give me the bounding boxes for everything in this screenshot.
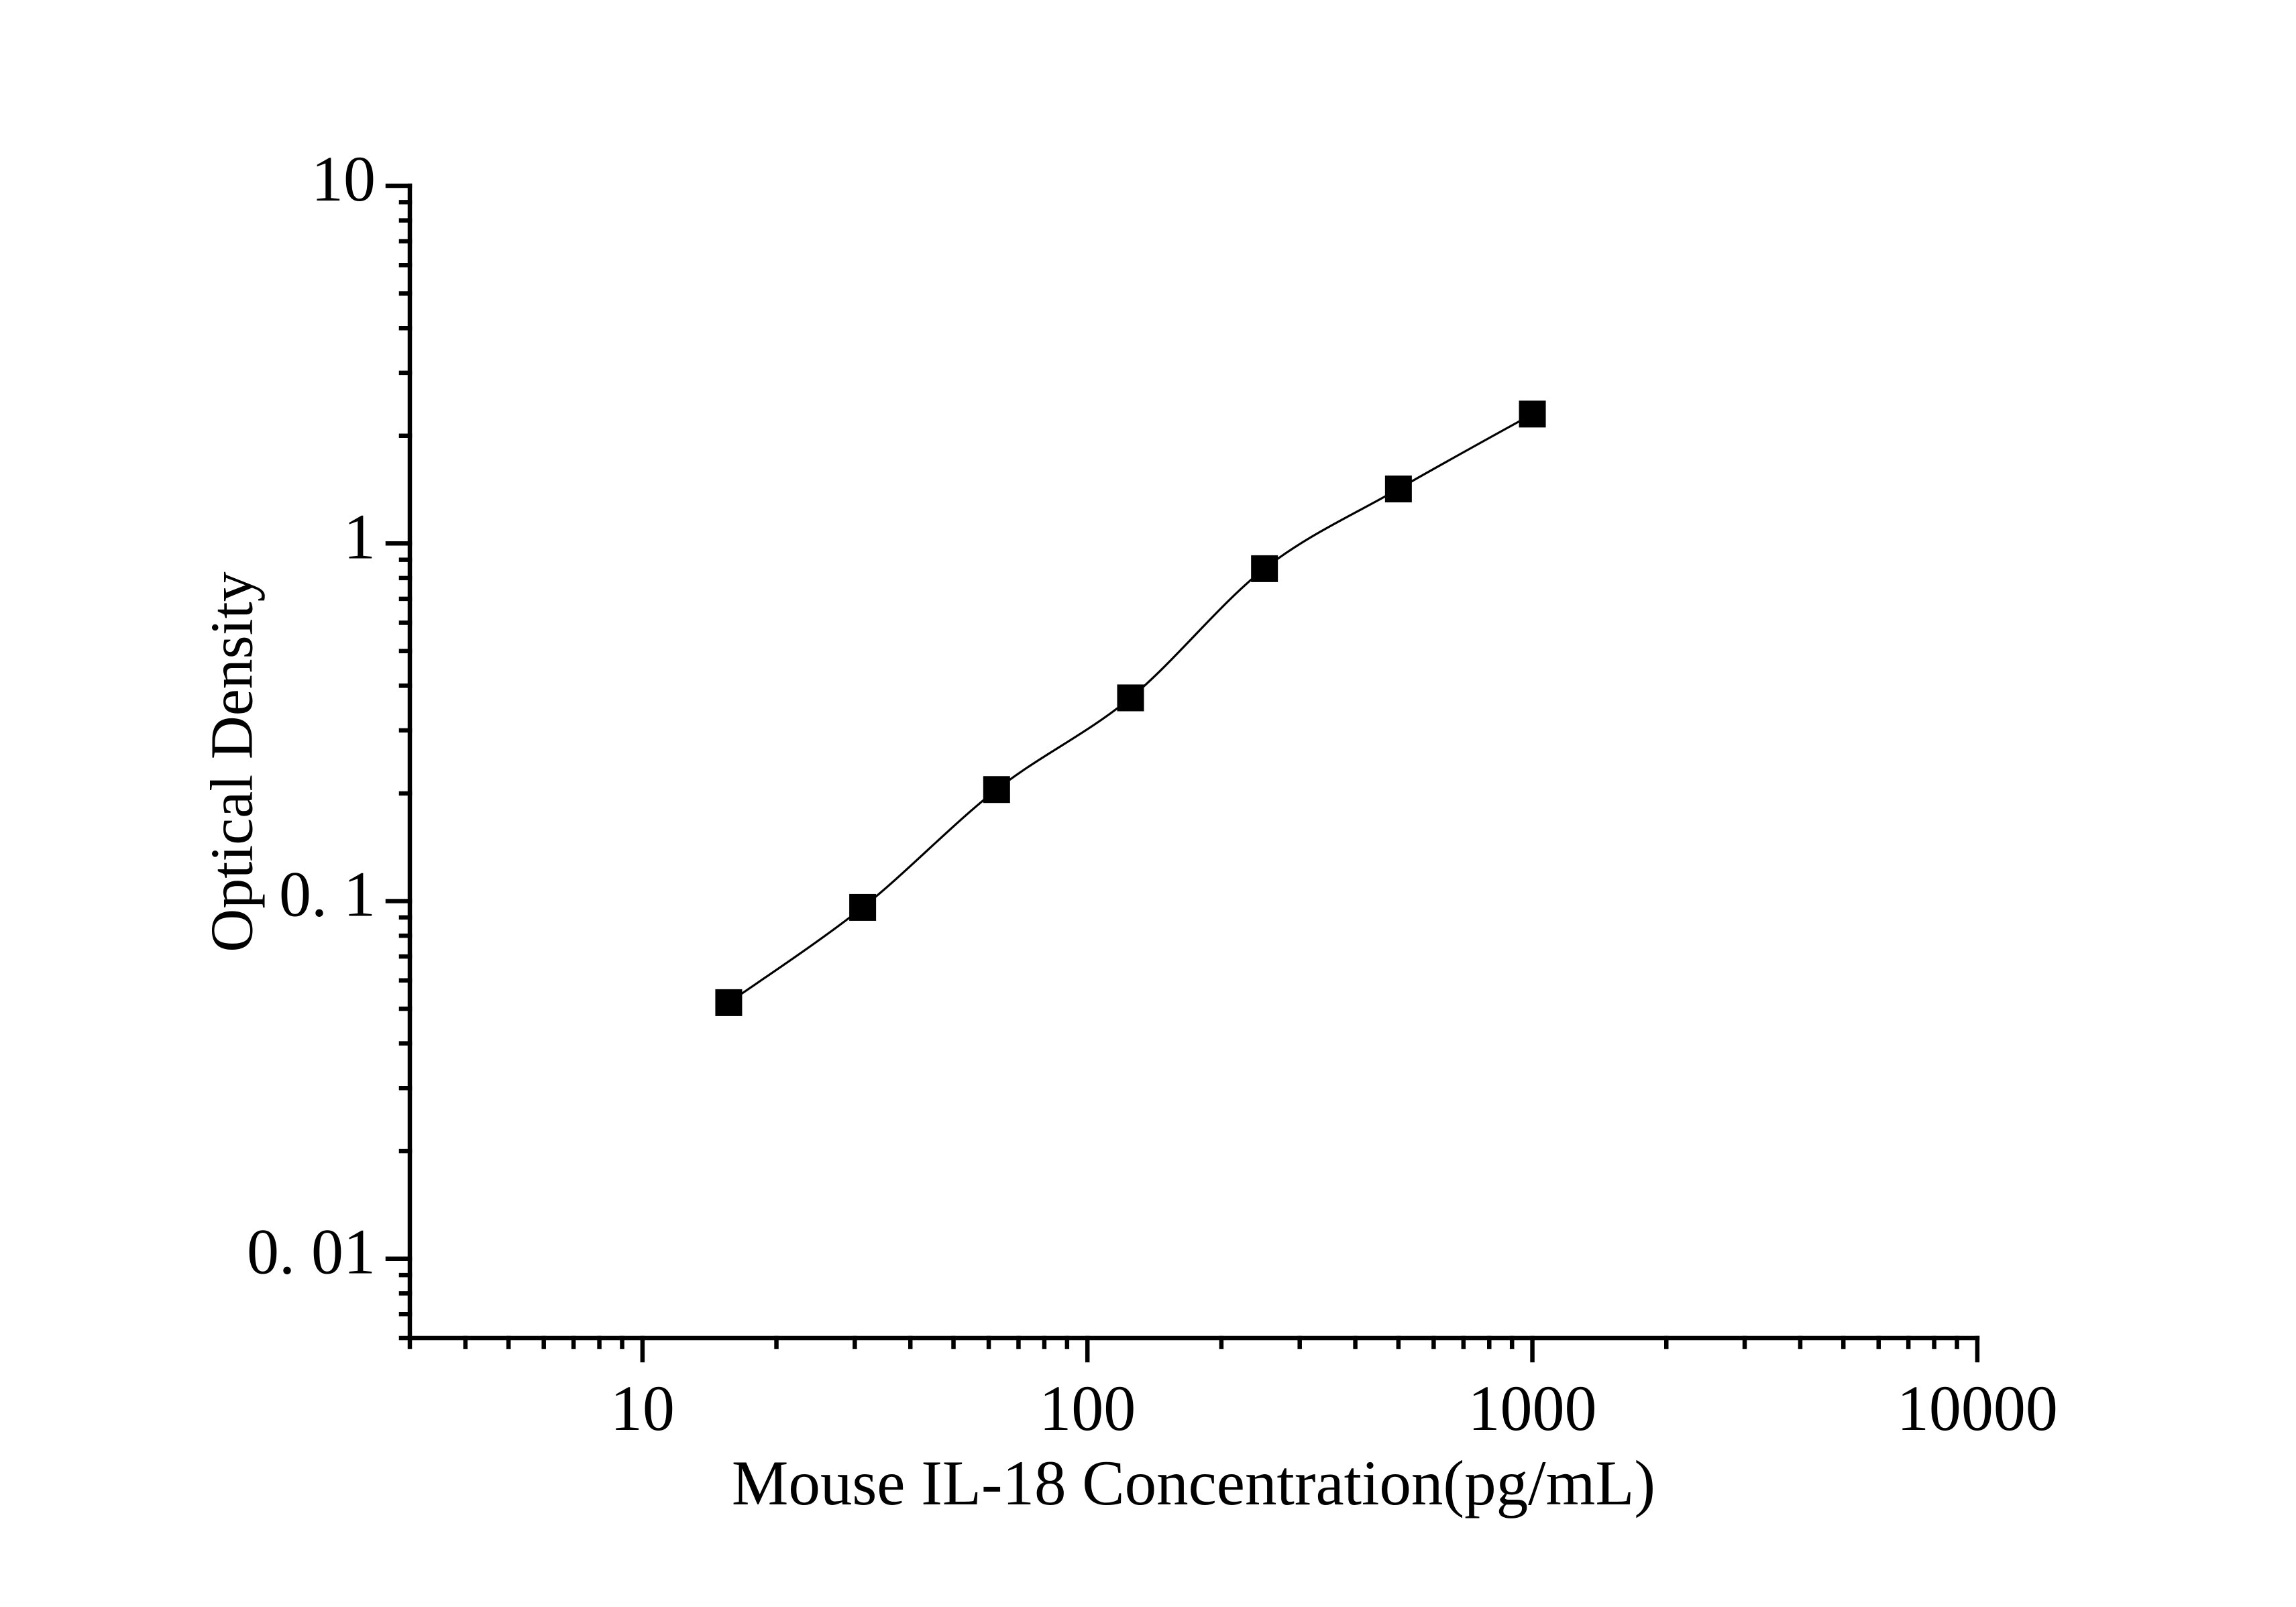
svg-text:1000: 1000 [1468,1372,1597,1444]
svg-text:10: 10 [311,143,376,215]
svg-text:0. 01: 0. 01 [247,1216,376,1288]
svg-text:10000: 10000 [1897,1372,2058,1444]
svg-text:100: 100 [1039,1372,1136,1444]
svg-text:Optical Density: Optical Density [199,571,266,952]
svg-text:Mouse IL-18 Concentration(pg/m: Mouse IL-18 Concentration(pg/mL) [732,1447,1655,1518]
svg-text:10: 10 [610,1372,675,1444]
svg-text:0. 1: 0. 1 [279,858,376,930]
svg-text:1: 1 [343,500,376,572]
